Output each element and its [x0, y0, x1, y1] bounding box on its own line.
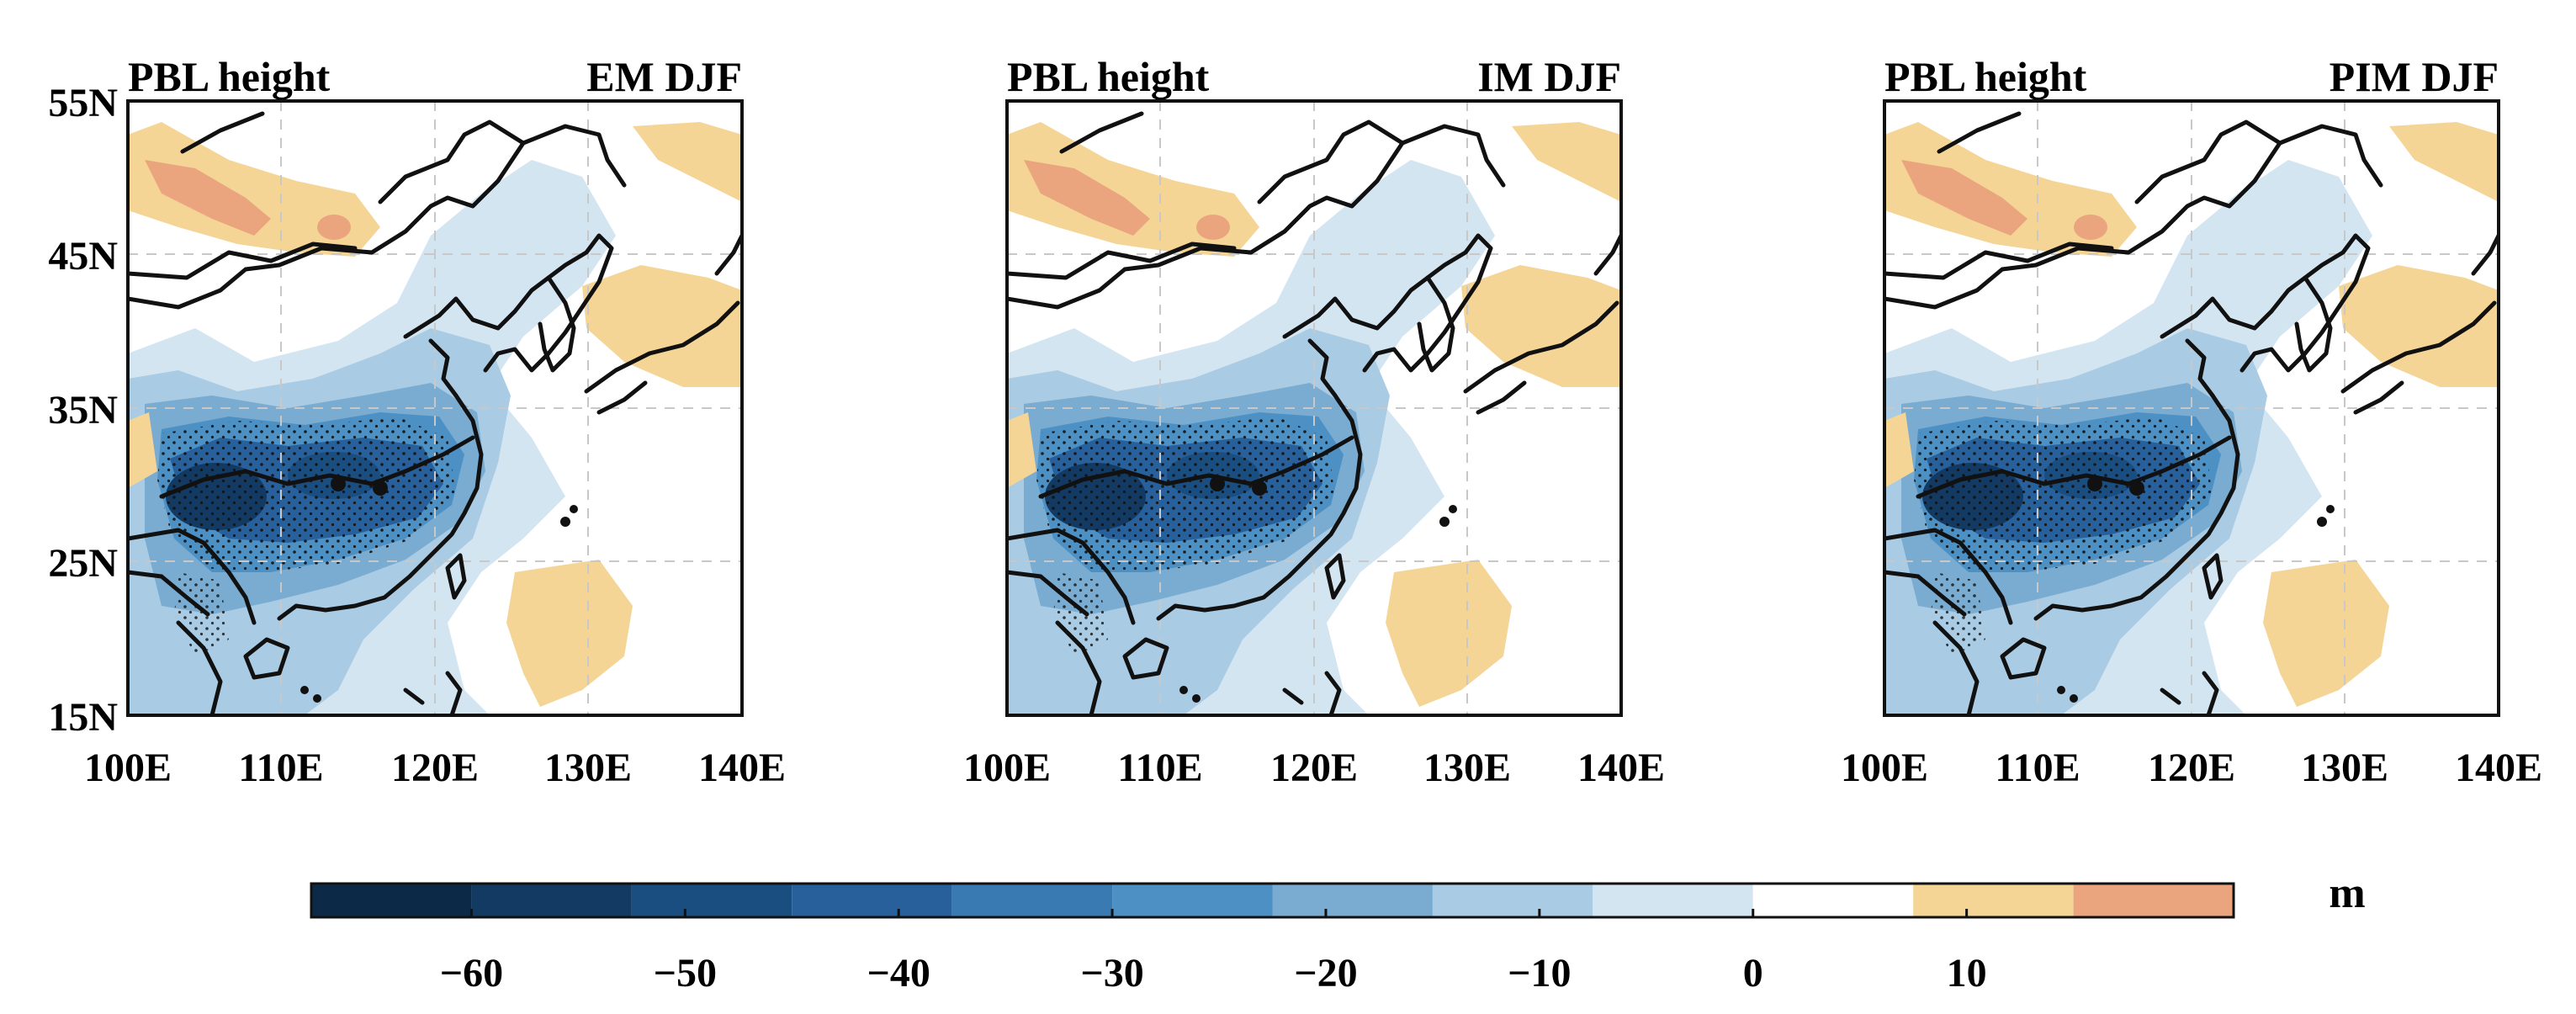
- x-tick-label: 100E: [1841, 746, 1928, 790]
- x-axis-labels-panel-3: 100E 110E 120E 130E 140E: [1841, 746, 2542, 790]
- colorbar-cell: [1752, 884, 1914, 917]
- x-tick-label: 110E: [1995, 746, 2080, 790]
- colorbar-cell: [2073, 884, 2234, 917]
- x-tick-label: 100E: [963, 746, 1051, 790]
- colorbar-tick-label: 0: [1743, 951, 1763, 995]
- colorbar-cell: [311, 884, 472, 917]
- colorbar-frame: [310, 882, 2235, 919]
- colorbar-ticks: −60 −50 −40 −30 −20 −10 0 10: [440, 909, 1987, 995]
- x-tick-label: 140E: [2455, 746, 2542, 790]
- colorbar-cell: [1913, 884, 2074, 917]
- colorbar-cell: [471, 884, 632, 917]
- x-tick-label: 100E: [84, 746, 172, 790]
- colorbar-cell: [631, 884, 792, 917]
- colorbar-tick-label: 10: [1947, 951, 1987, 995]
- panel-left-title: PBL height: [1007, 53, 1210, 100]
- map-pim-djf: [1884, 101, 2499, 715]
- map-em-djf: [128, 101, 742, 715]
- colorbar-cell: [951, 884, 1113, 917]
- colorbar-cell: [792, 884, 952, 917]
- map-im-djf: [1007, 101, 1621, 715]
- colorbar-cell: [1112, 884, 1273, 917]
- colorbar-tick-label: −20: [1294, 951, 1357, 995]
- x-tick-label: 120E: [2148, 746, 2235, 790]
- panel-im-djf: PBL height IM DJF: [1005, 53, 1623, 717]
- panel-em-djf: PBL height EM DJF: [126, 53, 744, 717]
- colorbar-tick-label: −10: [1508, 951, 1571, 995]
- y-tick-label: 25N: [48, 541, 118, 586]
- colorbar-tick-label: −60: [440, 951, 503, 995]
- colorbar-cell: [1432, 884, 1593, 917]
- colorbar: −60 −50 −40 −30 −20 −10 0 10 m: [310, 869, 2366, 995]
- colorbar-tick-label: −40: [867, 951, 930, 995]
- x-axis-labels-panel-2: 100E 110E 120E 130E 140E: [963, 746, 1665, 790]
- x-tick-label: 130E: [1423, 746, 1511, 790]
- y-tick-label: 55N: [48, 81, 118, 125]
- panel-right-title: IM DJF: [1477, 53, 1621, 100]
- y-tick-label: 45N: [48, 234, 118, 279]
- colorbar-tick-label: −50: [654, 951, 717, 995]
- panel-left-title: PBL height: [128, 53, 331, 100]
- colorbar-cells: [311, 884, 2234, 917]
- y-tick-label: 15N: [48, 695, 118, 740]
- map-frame: [1883, 99, 2500, 717]
- x-tick-label: 120E: [1270, 746, 1358, 790]
- x-tick-label: 140E: [1577, 746, 1665, 790]
- panel-right-title: EM DJF: [586, 53, 742, 100]
- map-frame: [126, 99, 744, 717]
- x-tick-label: 130E: [544, 746, 632, 790]
- panel-left-title: PBL height: [1884, 53, 2087, 100]
- y-axis-labels: 55N 45N 35N 25N 15N: [48, 81, 118, 740]
- panel-pim-djf: PBL height PIM DJF: [1883, 53, 2500, 717]
- colorbar-cell: [1272, 884, 1433, 917]
- colorbar-unit: m: [2329, 869, 2365, 917]
- x-tick-label: 110E: [238, 746, 323, 790]
- y-tick-label: 35N: [48, 388, 118, 433]
- panel-right-title: PIM DJF: [2330, 53, 2499, 100]
- colorbar-tick-label: −30: [1080, 951, 1143, 995]
- map-frame: [1005, 99, 1623, 717]
- x-tick-label: 110E: [1117, 746, 1202, 790]
- x-tick-label: 130E: [2301, 746, 2388, 790]
- x-tick-label: 120E: [391, 746, 479, 790]
- x-tick-label: 140E: [698, 746, 786, 790]
- colorbar-cell: [1593, 884, 1753, 917]
- x-axis-labels-panel-1: 100E 110E 120E 130E 140E: [84, 746, 786, 790]
